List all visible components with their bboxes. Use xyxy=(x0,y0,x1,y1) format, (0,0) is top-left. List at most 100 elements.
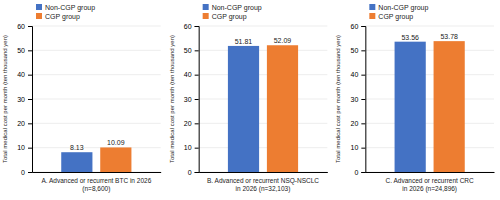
bar xyxy=(267,45,298,172)
legend-label: Non-CGP group xyxy=(212,4,262,12)
chart-title-line: B. Advanced or recurrent NSQ-NSCLC xyxy=(207,177,319,185)
bar xyxy=(395,42,426,172)
y-tick-label: 50 xyxy=(17,47,25,54)
y-tick-label: 10 xyxy=(351,144,359,151)
y-tick-label: 60 xyxy=(184,23,192,30)
y-tick-mark xyxy=(28,99,32,100)
y-tick: 0 xyxy=(188,169,199,176)
y-tick: 60 xyxy=(17,23,32,30)
data-label: 53.78 xyxy=(440,33,458,40)
legend: Non-CGP groupCGP group xyxy=(369,4,428,21)
y-tick-label: 0 xyxy=(354,169,358,176)
y-tick: 50 xyxy=(17,47,32,54)
chart-title: A. Advanced or recurrent BTC in 2026(n=8… xyxy=(41,177,151,193)
y-tick-label: 60 xyxy=(351,23,359,30)
legend-label: Non-CGP group xyxy=(45,4,95,12)
data-labels: 8.13 10.09 xyxy=(70,139,125,151)
legend-swatch xyxy=(203,4,209,10)
bar xyxy=(61,152,92,172)
y-tick-label: 20 xyxy=(351,120,359,127)
y-tick-mark xyxy=(361,123,365,124)
y-axis-title: Total medical cost per month (ten thousa… xyxy=(169,35,175,163)
y-tick-mark xyxy=(195,50,199,51)
y-tick: 20 xyxy=(184,120,199,127)
y-tick-mark xyxy=(361,75,365,76)
y-tick-mark xyxy=(361,50,365,51)
grid-line xyxy=(199,50,328,51)
y-tick: 50 xyxy=(184,47,199,54)
y-tick-label: 30 xyxy=(184,96,192,103)
grid-line xyxy=(199,147,328,148)
y-tick: 30 xyxy=(351,96,366,103)
legend-swatch xyxy=(369,13,375,19)
grid-line xyxy=(32,99,161,100)
y-tick: 10 xyxy=(184,144,199,151)
plot: 53.5653.780102030405060 xyxy=(351,23,495,176)
data-label: 10.09 xyxy=(107,139,125,146)
y-tick: 20 xyxy=(17,120,32,127)
grid-line xyxy=(32,172,161,173)
grid-line xyxy=(32,26,161,27)
y-axis-line xyxy=(195,27,200,173)
y-tick-mark xyxy=(28,26,32,27)
y-axis: 0102030405060 xyxy=(351,23,366,176)
bar xyxy=(434,41,465,172)
grid-line xyxy=(365,74,494,75)
y-tick: 0 xyxy=(354,169,365,176)
y-tick: 60 xyxy=(184,23,199,30)
grid xyxy=(199,26,328,172)
y-tick-mark xyxy=(195,26,199,27)
y-axis: 0 10 20 30 40 50 60 xyxy=(184,23,199,176)
y-tick-label: 50 xyxy=(184,47,192,54)
panel: 53.5653.780102030405060Non-CGP groupCGP … xyxy=(335,4,494,194)
legend-item: Non-CGP group xyxy=(36,4,95,12)
grid-line xyxy=(32,74,161,75)
y-tick: 40 xyxy=(184,71,199,78)
y-axis-line xyxy=(28,27,33,173)
y-tick: 20 xyxy=(351,120,366,127)
y-tick-mark xyxy=(28,123,32,124)
panel: 51.8152.090102030405060Non-CGP groupCGP … xyxy=(169,4,328,194)
y-tick: 30 xyxy=(17,96,32,103)
grid-line xyxy=(365,147,494,148)
y-tick-mark xyxy=(361,99,365,100)
grid-line xyxy=(365,99,494,100)
x-axis-line xyxy=(366,172,495,173)
y-tick-label: 40 xyxy=(184,71,192,78)
grid-line xyxy=(199,123,328,124)
grid-line xyxy=(365,123,494,124)
y-tick-label: 30 xyxy=(17,96,25,103)
legend-item: Non-CGP group xyxy=(203,4,262,12)
grid-line xyxy=(365,26,494,27)
x-axis-line xyxy=(33,172,162,173)
x-axis xyxy=(199,172,328,173)
legend-swatch xyxy=(369,4,375,10)
chart-title: C. Advanced or recurrent CRCin 2026 (n=2… xyxy=(386,177,474,193)
chart-title-line: in 2026 (n=24,896) xyxy=(402,185,457,193)
x-axis xyxy=(366,172,495,173)
legend-item: Non-CGP group xyxy=(369,4,428,12)
grid-line xyxy=(365,172,494,173)
bar xyxy=(100,147,131,172)
y-tick-mark xyxy=(361,148,365,149)
bar xyxy=(228,46,259,172)
chart-title-line: in 2026 (n=32,103) xyxy=(236,185,291,193)
grid-line xyxy=(199,99,328,100)
data-label: 8.13 xyxy=(70,144,84,151)
y-tick-mark xyxy=(195,172,199,173)
y-tick: 0 xyxy=(21,169,32,176)
legend-label: CGP group xyxy=(378,13,413,21)
y-tick-label: 50 xyxy=(351,47,359,54)
legend: Non-CGP groupCGP group xyxy=(36,4,95,21)
y-tick-mark xyxy=(28,75,32,76)
y-tick-mark xyxy=(361,26,365,27)
legend-swatch xyxy=(36,4,42,10)
y-tick-mark xyxy=(195,123,199,124)
y-tick-mark xyxy=(195,148,199,149)
y-axis-title: Total medical cost per month (ten thousa… xyxy=(2,35,8,163)
y-axis: 0102030405060 xyxy=(17,23,32,176)
bars xyxy=(395,41,465,172)
chart-title-line: C. Advanced or recurrent CRC xyxy=(386,177,474,184)
y-tick-label: 30 xyxy=(351,96,359,103)
y-tick-mark xyxy=(361,172,365,173)
